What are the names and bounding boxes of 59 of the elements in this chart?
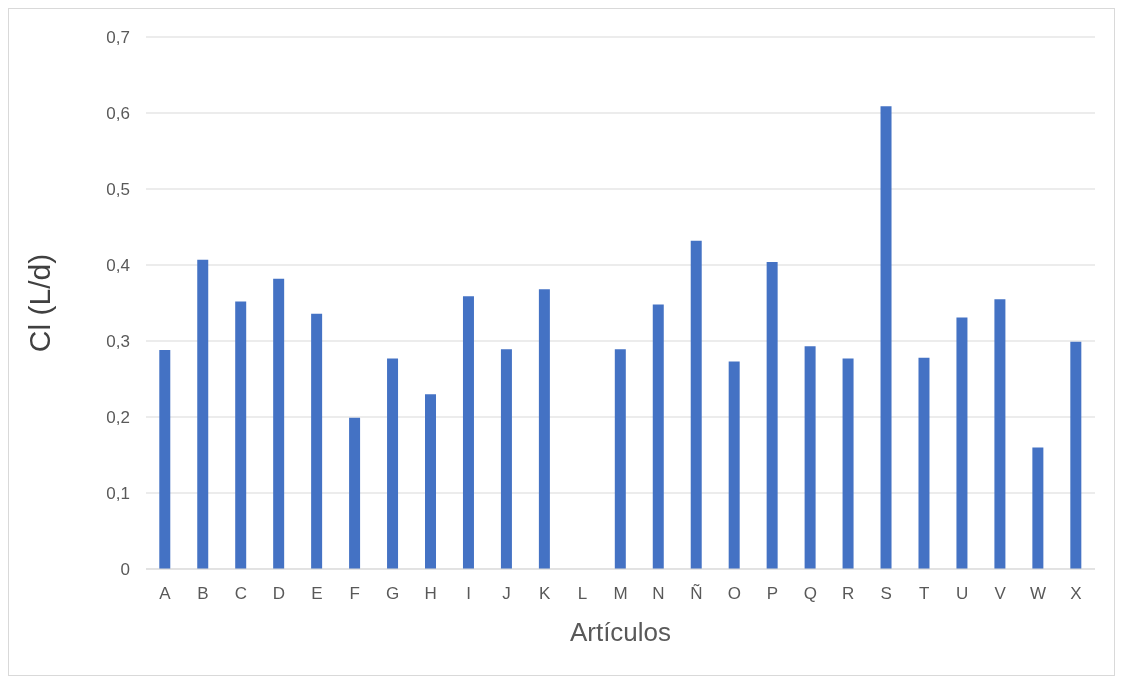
x-tick-label: X	[1070, 584, 1082, 604]
x-tick-label: J	[502, 584, 511, 604]
x-tick-label: B	[197, 584, 209, 604]
bar	[311, 313, 323, 569]
x-tick-label: E	[311, 584, 323, 604]
x-tick-label: P	[766, 584, 779, 604]
x-tick-label: A	[159, 584, 172, 604]
x-tick-label: M	[613, 584, 628, 604]
bar	[766, 261, 778, 569]
x-tick-label: F	[349, 584, 360, 604]
x-tick-label: Ñ	[690, 584, 703, 604]
bar	[842, 358, 854, 569]
bar	[994, 299, 1006, 569]
y-tick-label: 0,4	[106, 256, 130, 276]
x-tick-label: H	[424, 584, 437, 604]
bar	[349, 417, 361, 569]
x-tick-label: Q	[803, 584, 817, 604]
bar	[500, 349, 512, 569]
bar	[1070, 341, 1082, 569]
bar	[235, 301, 247, 569]
y-tick-label: 0,1	[106, 484, 130, 504]
bar	[880, 106, 892, 569]
y-tick-label: 0,3	[106, 332, 130, 352]
bar	[273, 278, 285, 569]
bar	[159, 350, 171, 569]
x-tick-label: I	[466, 584, 472, 604]
bar	[425, 394, 437, 569]
x-tick-label: D	[272, 584, 285, 604]
y-tick-label: 0,7	[106, 28, 130, 48]
bar	[728, 361, 740, 569]
x-tick-label: V	[994, 584, 1007, 604]
y-tick-label: 0,2	[106, 408, 130, 428]
y-tick-label: 0,5	[106, 180, 130, 200]
bar	[652, 304, 664, 569]
y-axis-title: Cl (L/d)	[22, 253, 56, 353]
x-tick-label: K	[538, 584, 551, 604]
x-tick-label: T	[918, 584, 930, 604]
bar	[197, 259, 209, 569]
x-tick-label: R	[842, 584, 855, 604]
x-tick-label: O	[727, 584, 741, 604]
x-tick-label: W	[1030, 584, 1047, 604]
x-tick-label: L	[577, 584, 588, 604]
bar	[614, 349, 626, 569]
x-tick-label: U	[956, 584, 969, 604]
x-tick-label: G	[386, 584, 400, 604]
x-axis-title: Artículos	[569, 617, 672, 647]
bar	[462, 296, 474, 569]
bar	[918, 357, 930, 569]
bar	[690, 240, 702, 569]
y-tick-label: 0,6	[106, 104, 130, 124]
x-tick-label: C	[234, 584, 248, 604]
bar	[1032, 447, 1044, 569]
y-tick-label: 0	[120, 560, 130, 580]
x-tick-label: S	[880, 584, 892, 604]
bar	[956, 317, 968, 569]
x-tick-label: N	[652, 584, 665, 604]
bar	[387, 358, 399, 569]
bar	[538, 289, 550, 569]
bar	[804, 346, 816, 569]
